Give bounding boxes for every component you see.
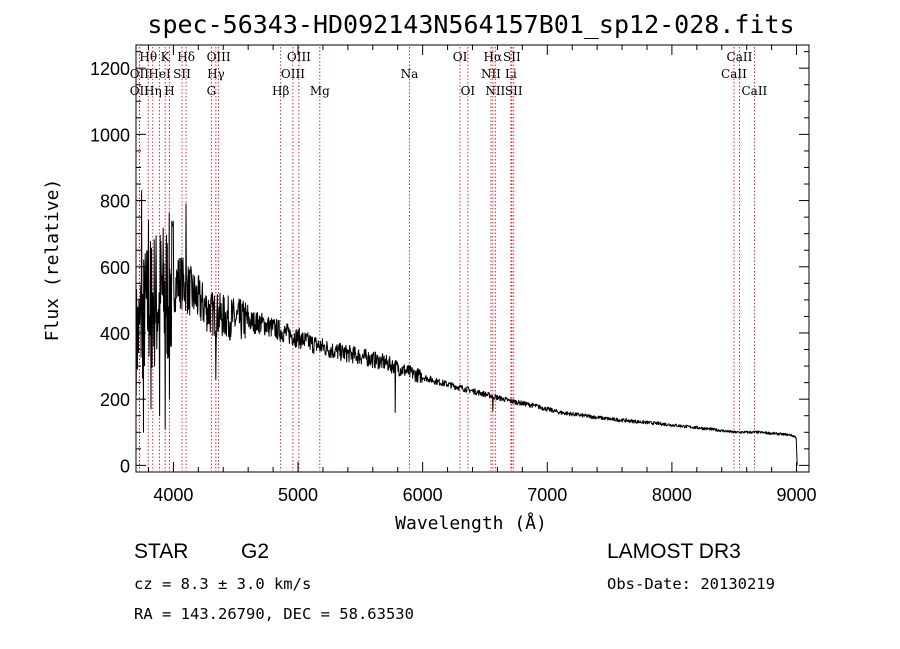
spectral-line-label: Hη <box>144 84 162 98</box>
object-class: STAR <box>134 540 188 563</box>
spectral-line-label: Li <box>505 67 517 81</box>
x-tick-label: 5000 <box>278 485 318 505</box>
x-tick-label: 9000 <box>777 485 817 505</box>
y-tick-label: 1200 <box>90 59 130 79</box>
spectral-line-label: K <box>161 50 171 64</box>
spectral-line-label: OIII <box>281 67 305 81</box>
spectral-line-label: Na <box>401 67 419 81</box>
spectral-line-label: Hβ <box>272 84 289 98</box>
spectral-line-label: SII <box>505 84 523 98</box>
spectral-line-label: SII <box>173 67 191 81</box>
y-tick-label: 800 <box>100 192 130 212</box>
redshift-velocity: cz = 8.3 ± 3.0 km/s <box>134 575 311 593</box>
spectral-line-label: H <box>164 84 174 98</box>
x-axis-label: Wavelength (Å) <box>395 512 547 534</box>
plot-frame <box>135 44 810 473</box>
spectral-line-label: SII <box>503 50 521 64</box>
chart-title: spec-56343-HD092143N564157B01_sp12-028.f… <box>147 10 794 39</box>
spectral-line-label: CaII <box>741 84 767 98</box>
y-tick-label: 0 <box>120 456 130 476</box>
y-tick-label: 400 <box>100 324 130 344</box>
spectral-line-label: G <box>207 84 217 98</box>
spectrum-series-line <box>135 190 798 466</box>
spectral-line-label: CaII <box>727 50 753 64</box>
axis-ticks: 4000 5000 6000 7000 8000 9000 0 200 400 600 800 100… <box>90 45 817 505</box>
spectral-line-label: OII <box>130 84 150 98</box>
spectral-line-label: OI <box>453 50 468 64</box>
y-tick-label: 1000 <box>90 125 130 145</box>
spectral-line-label: Hα <box>484 50 503 64</box>
spectral-line-label: OIII <box>287 50 311 64</box>
y-tick-label: 600 <box>100 258 130 278</box>
object-subclass: G2 <box>241 540 269 563</box>
spectral-line-label: CaII <box>721 67 747 81</box>
spectral-line-label: Mg <box>310 84 330 98</box>
spectral-line-label: NII <box>485 84 505 98</box>
spectral-line-markers <box>138 47 755 471</box>
spectral-line-label: Hγ <box>207 67 225 81</box>
y-axis-label: Flux (relative) <box>42 179 63 342</box>
x-tick-label: 8000 <box>652 485 692 505</box>
spectral-line-label: Hδ <box>177 50 195 64</box>
x-tick-label: 4000 <box>153 485 193 505</box>
observation-date: Obs-Date: 20130219 <box>607 575 775 593</box>
x-tick-label: 7000 <box>527 485 567 505</box>
y-tick-label: 200 <box>100 390 130 410</box>
sky-coordinates: RA = 143.26790, DEC = 58.63530 <box>134 605 414 623</box>
spectral-line-label: OII <box>130 67 150 81</box>
x-tick-label: 6000 <box>403 485 443 505</box>
survey-name: LAMOST DR3 <box>607 540 741 563</box>
spectral-line-label: OIII <box>207 50 231 64</box>
spectral-line-label: HeI <box>148 67 171 81</box>
spectral-line-label: OI <box>461 84 476 98</box>
spectral-line-label: Hθ <box>139 50 157 64</box>
spectral-line-label: NII <box>481 67 501 81</box>
